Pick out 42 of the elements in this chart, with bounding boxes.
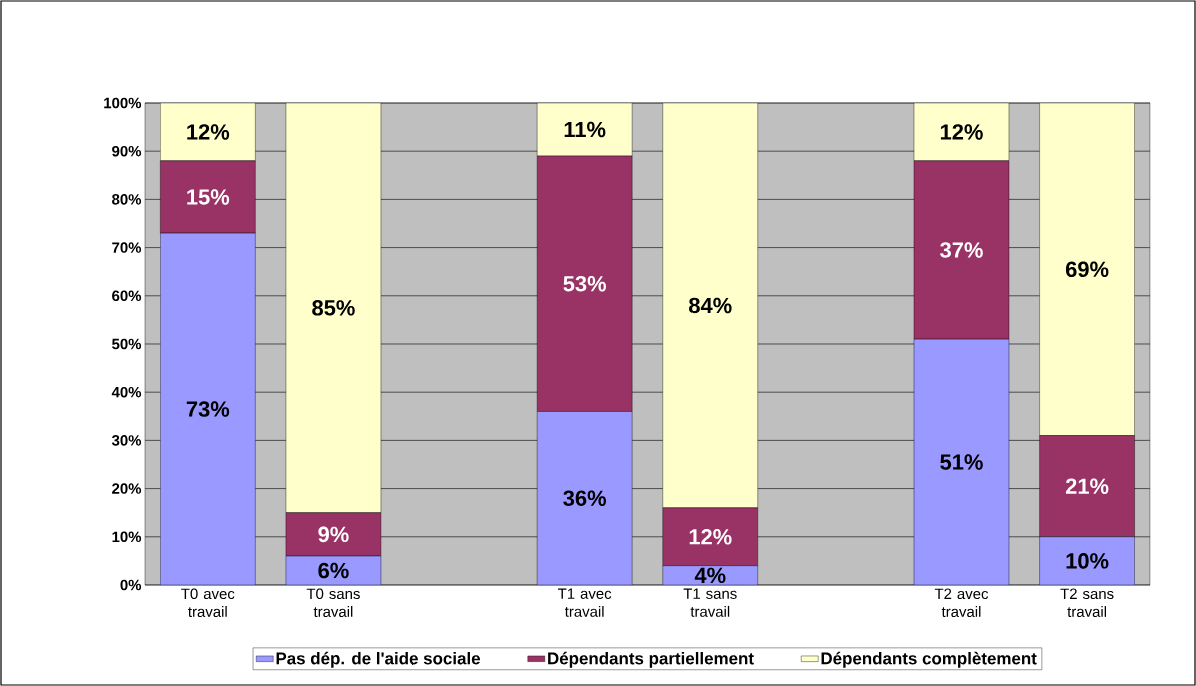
legend-label: Dépendants complètement bbox=[821, 651, 1037, 668]
x-tick-label: T2 sans travail bbox=[1060, 588, 1114, 618]
data-label: 12% bbox=[187, 124, 230, 140]
data-label: 73% bbox=[186, 401, 230, 417]
data-label: 10% bbox=[1066, 553, 1109, 569]
bar bbox=[536, 411, 633, 585]
legend-label: Dépendants partiellement bbox=[548, 651, 754, 668]
y-tick-label: 50% bbox=[112, 338, 142, 350]
x-tick-label: T2 avec travail bbox=[934, 588, 989, 618]
data-label: 15% bbox=[187, 189, 230, 205]
data-label: 53% bbox=[563, 275, 606, 292]
data-label: 6% bbox=[318, 562, 349, 579]
y-tick-label: 60% bbox=[112, 290, 142, 302]
data-label: 85% bbox=[312, 300, 355, 316]
data-label: 9% bbox=[318, 526, 349, 543]
data-label: 11% bbox=[564, 121, 606, 138]
y-tick-label: 100% bbox=[104, 97, 142, 109]
bar bbox=[913, 338, 1010, 585]
y-tick-label: 0% bbox=[120, 579, 142, 591]
x-tick-label: T1 avec travail bbox=[557, 588, 612, 617]
data-label: 4% bbox=[694, 567, 726, 584]
x-tick-label: T0 avec travail bbox=[181, 588, 235, 618]
y-tick-label: 80% bbox=[112, 194, 142, 205]
data-label: 69% bbox=[1065, 261, 1109, 278]
x-tick-label: T1 sans travail bbox=[683, 588, 737, 617]
x-tick-label: T0 sans travail bbox=[306, 588, 360, 618]
y-tick-label: 70% bbox=[112, 242, 142, 253]
y-tick-label: 90% bbox=[112, 145, 142, 157]
bar bbox=[1039, 536, 1135, 585]
y-tick-label: 10% bbox=[112, 531, 142, 543]
y-tick-label: 30% bbox=[111, 435, 142, 446]
data-label: 36% bbox=[563, 490, 606, 506]
legend-label: Pas dép. de l'aide sociale bbox=[276, 651, 481, 668]
bar bbox=[160, 232, 256, 585]
data-label: 37% bbox=[940, 242, 983, 258]
data-label: 51% bbox=[940, 454, 983, 470]
y-tick-label: 40% bbox=[111, 386, 142, 398]
data-label: 12% bbox=[940, 124, 983, 140]
data-label: 21% bbox=[1065, 478, 1109, 494]
data-label: 12% bbox=[689, 529, 732, 545]
y-tick-label: 20% bbox=[112, 483, 142, 494]
data-label: 84% bbox=[689, 297, 732, 314]
